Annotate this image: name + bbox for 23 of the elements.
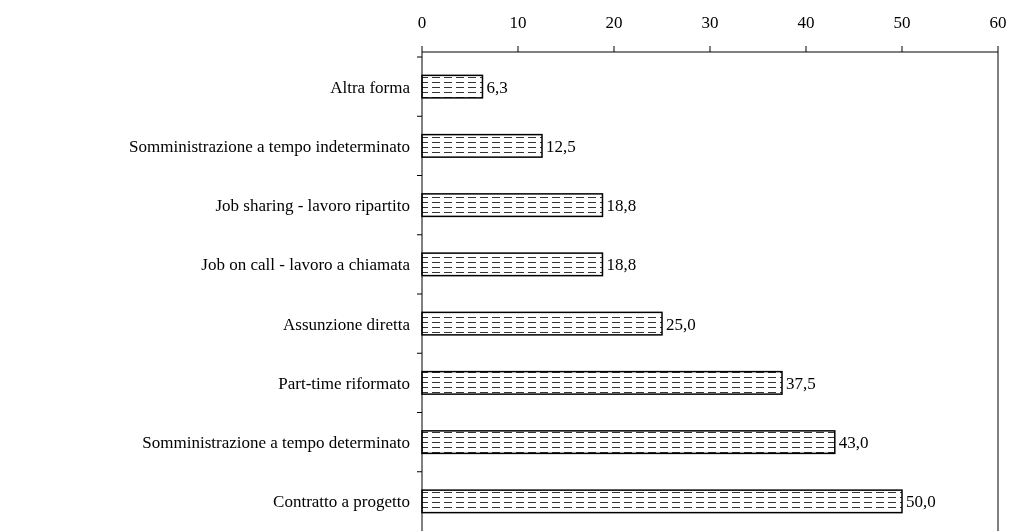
- data-label: 18,8: [606, 255, 637, 275]
- y-tick-label: Somministrazione a tempo determinato: [142, 433, 410, 453]
- y-tick-label: Job on call - lavoro a chiamata: [201, 255, 411, 275]
- x-tick-label: 50: [893, 13, 911, 32]
- y-tick-label: Part-time riformato: [278, 373, 410, 393]
- x-tick-label: 30: [701, 13, 719, 32]
- x-tick-label: 10: [509, 13, 527, 32]
- data-label: 43,0: [838, 433, 869, 453]
- y-tick-label: Job sharing - lavoro ripartito: [215, 196, 410, 216]
- x-tick-label: 40: [797, 13, 815, 32]
- data-label: 18,8: [606, 196, 637, 216]
- data-label: 50,0: [906, 492, 936, 512]
- data-label: 12,5: [546, 136, 576, 156]
- data-label: 25,0: [666, 314, 696, 334]
- data-label: 6,3: [486, 77, 508, 97]
- y-tick-label: Altra forma: [330, 77, 411, 97]
- y-tick-label: Assunzione diretta: [283, 314, 411, 334]
- x-tick-label: 60: [989, 13, 1007, 32]
- x-tick-label: 20: [605, 13, 623, 32]
- data-label: 37,5: [786, 373, 816, 393]
- y-tick-label: Contratto a progetto: [273, 492, 410, 512]
- x-tick-label: 0: [417, 13, 427, 32]
- y-tick-label: Somministrazione a tempo indeterminato: [129, 136, 410, 156]
